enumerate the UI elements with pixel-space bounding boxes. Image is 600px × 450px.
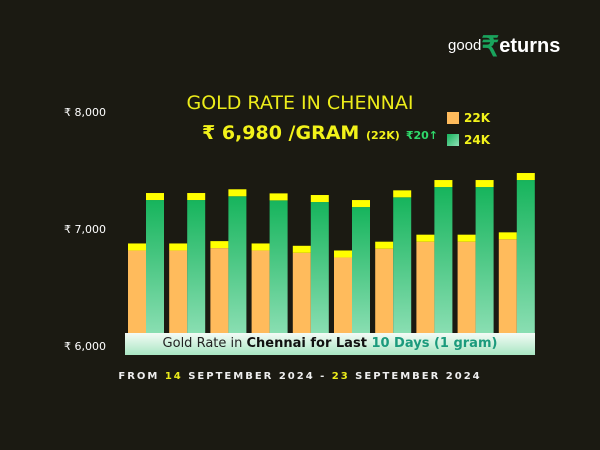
subtitle-text: 10 Days (1 gram)	[371, 336, 498, 351]
bar-cap	[434, 180, 453, 188]
bar-24K-10	[516, 180, 535, 340]
legend-swatch	[447, 112, 459, 124]
bar-cap	[169, 243, 188, 251]
date-text: 23	[331, 371, 350, 382]
bar-24K-8	[434, 187, 453, 340]
bar-22K-7	[375, 248, 394, 340]
bar-24K-5	[310, 202, 329, 340]
legend-label: 22K	[464, 111, 490, 125]
bar-cap	[310, 195, 329, 203]
price-unit: (22K)	[365, 129, 400, 142]
bar-22K-5	[292, 252, 311, 340]
bar-cap	[228, 189, 247, 197]
bar-22K-1	[128, 250, 146, 340]
bar-cap	[128, 243, 146, 251]
date-range: FROM 14 SEPTEMBER 2024 - 23 SEPTEMBER 20…	[0, 371, 600, 382]
bar-24K-7	[393, 197, 412, 340]
chart-subtitle-box: Gold Rate in Chennai for Last 10 Days (1…	[125, 333, 535, 355]
bar-cap	[416, 234, 435, 242]
price-change: ₹20↑	[405, 129, 439, 142]
bar-cap	[457, 234, 476, 242]
rupee-logo-icon: ₹	[481, 31, 500, 62]
date-text: 14	[164, 371, 183, 382]
bar-cap	[334, 250, 352, 258]
bar-22K-3	[210, 248, 229, 340]
subtitle-text: Gold Rate in	[162, 336, 247, 351]
y-tick: ₹ 6,000	[64, 340, 106, 353]
bar-22K-4	[251, 250, 270, 340]
bar-cap	[210, 241, 229, 249]
logo-text: eturns	[499, 35, 561, 57]
chart-title: GOLD RATE IN CHENNAI	[186, 92, 414, 114]
date-text: SEPTEMBER 2024 -	[182, 371, 332, 382]
bar-cap	[251, 243, 270, 251]
bar-cap	[269, 193, 288, 201]
bar-cap	[352, 200, 370, 208]
bar-cap	[516, 173, 535, 181]
bar-cap	[393, 190, 412, 198]
bar-24K-9	[475, 187, 494, 340]
date-text: FROM	[118, 371, 165, 382]
legend-swatch	[447, 134, 459, 146]
legend-label: 24K	[464, 133, 490, 147]
legend-22k: 22K	[447, 111, 490, 125]
bar-22K-6	[334, 257, 352, 340]
logo-text: good	[448, 37, 482, 54]
date-text: SEPTEMBER 2024	[349, 371, 482, 382]
current-price: ₹ 6,980 /GRAM (22K) ₹20↑	[202, 122, 438, 144]
legend-24k: 24K	[447, 133, 490, 147]
bar-24K-6	[352, 207, 370, 340]
bar-22K-8	[416, 241, 435, 340]
bar-24K-1	[146, 200, 164, 340]
subtitle-text: Chennai for Last	[246, 336, 372, 351]
bar-cap	[292, 245, 311, 253]
bar-24K-3	[228, 196, 247, 340]
goodreturns-logo: good ₹ eturns	[448, 31, 561, 62]
price-value: ₹ 6,980 /GRAM	[202, 122, 360, 144]
bar-cap	[146, 193, 164, 201]
bar-24K-4	[269, 200, 288, 340]
bar-24K-2	[187, 200, 206, 340]
y-tick: ₹ 8,000	[64, 106, 106, 119]
bar-cap	[187, 193, 206, 201]
bar-cap	[475, 180, 494, 188]
y-tick: ₹ 7,000	[64, 223, 106, 236]
bar-cap	[375, 241, 394, 249]
bar-22K-2	[169, 250, 188, 340]
bar-22K-9	[457, 241, 476, 340]
bar-22K-10	[498, 239, 517, 340]
bar-cap	[498, 232, 517, 240]
